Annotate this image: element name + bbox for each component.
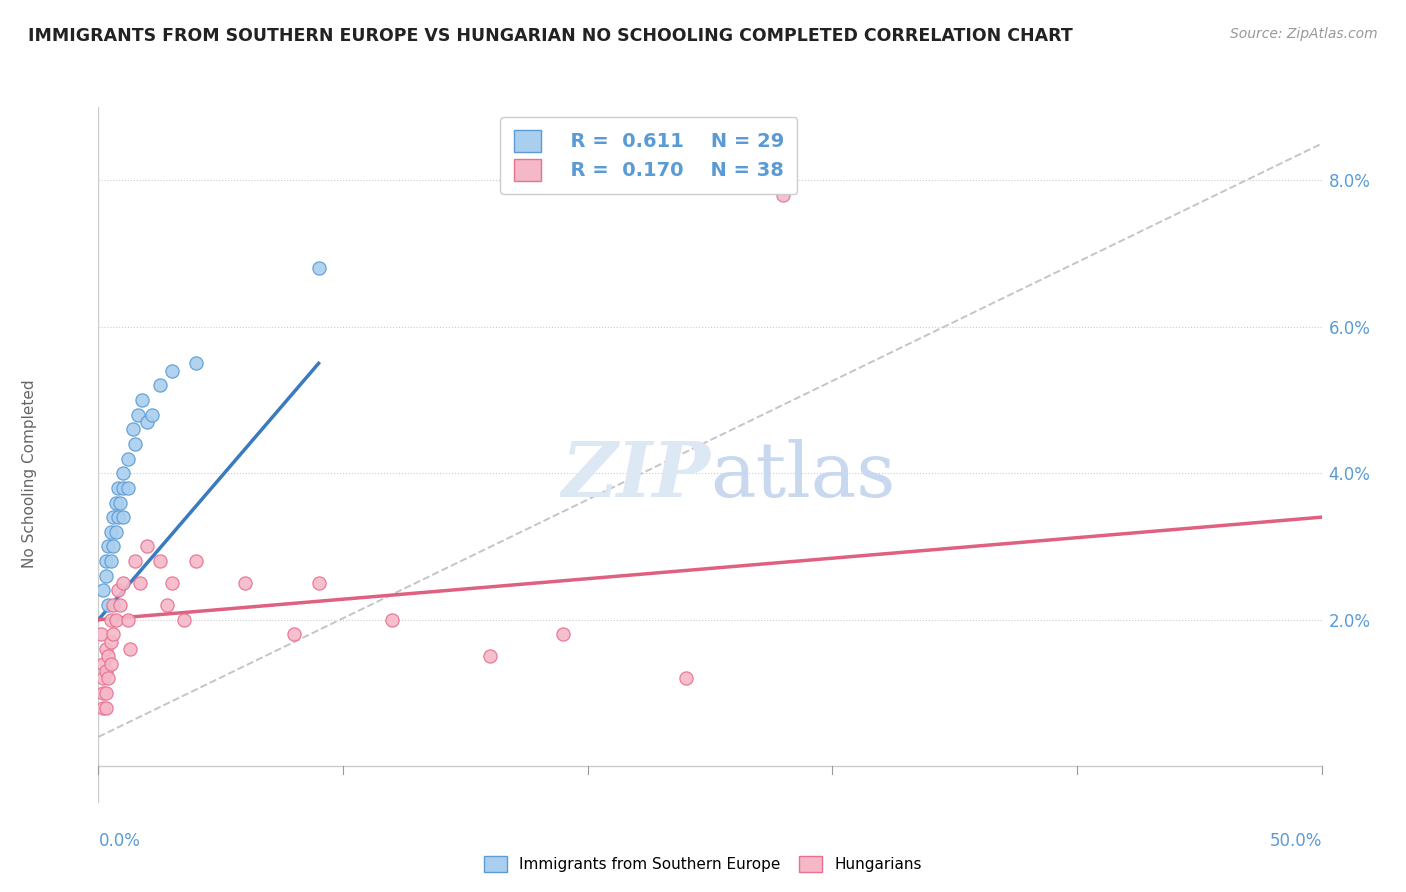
Point <box>553 627 575 641</box>
Point <box>131 392 153 407</box>
Point <box>101 510 124 524</box>
Point <box>94 686 117 700</box>
Point <box>233 576 256 591</box>
Point <box>117 481 139 495</box>
Point <box>107 510 129 524</box>
Point <box>111 576 134 591</box>
Point <box>136 415 159 429</box>
Point <box>149 378 172 392</box>
Point <box>91 671 114 685</box>
Point <box>94 642 117 657</box>
Point <box>94 554 117 568</box>
Point <box>101 540 124 554</box>
Point <box>381 613 404 627</box>
Point <box>149 554 172 568</box>
Point <box>100 524 122 539</box>
Point <box>94 664 117 678</box>
Text: No Schooling Completed: No Schooling Completed <box>22 379 38 567</box>
Point <box>160 576 183 591</box>
Point <box>117 613 139 627</box>
Point <box>97 540 120 554</box>
Point <box>121 422 143 436</box>
Point <box>91 583 114 598</box>
Text: 0.0%: 0.0% <box>98 832 141 850</box>
Point <box>173 613 195 627</box>
Point <box>675 671 697 685</box>
Point <box>186 356 208 370</box>
Point <box>156 598 179 612</box>
Point <box>100 554 122 568</box>
Point <box>100 634 122 648</box>
Point <box>97 671 120 685</box>
Point <box>308 261 330 276</box>
Point <box>104 524 127 539</box>
Legend:   R =  0.611    N = 29,   R =  0.170    N = 38: R = 0.611 N = 29, R = 0.170 N = 38 <box>501 117 797 194</box>
Point <box>101 627 124 641</box>
Text: IMMIGRANTS FROM SOUTHERN EUROPE VS HUNGARIAN NO SCHOOLING COMPLETED CORRELATION : IMMIGRANTS FROM SOUTHERN EUROPE VS HUNGA… <box>28 27 1073 45</box>
Point <box>97 598 120 612</box>
Point <box>107 583 129 598</box>
Text: ZIP: ZIP <box>561 439 710 513</box>
Point <box>478 649 501 664</box>
Point <box>308 576 330 591</box>
Point <box>91 700 114 714</box>
Point <box>129 576 152 591</box>
Point <box>111 481 134 495</box>
Point <box>110 598 132 612</box>
Point <box>124 437 146 451</box>
Text: 50.0%: 50.0% <box>1270 832 1322 850</box>
Point <box>160 364 183 378</box>
Point <box>120 642 142 657</box>
Point <box>104 495 127 509</box>
Text: Source: ZipAtlas.com: Source: ZipAtlas.com <box>1230 27 1378 41</box>
Point <box>141 408 163 422</box>
Point <box>107 481 129 495</box>
Point <box>283 627 305 641</box>
Point <box>91 686 114 700</box>
Point <box>97 649 120 664</box>
Point <box>772 188 794 202</box>
Point <box>101 598 124 612</box>
Point <box>111 467 134 481</box>
Point <box>111 510 134 524</box>
Legend: Immigrants from Southern Europe, Hungarians: Immigrants from Southern Europe, Hungari… <box>477 848 929 880</box>
Point <box>100 613 122 627</box>
Text: atlas: atlas <box>710 439 896 513</box>
Point <box>91 657 114 671</box>
Point <box>100 657 122 671</box>
Point <box>117 451 139 466</box>
Point <box>124 554 146 568</box>
Point <box>127 408 149 422</box>
Point <box>104 613 127 627</box>
Point <box>110 495 132 509</box>
Point <box>186 554 208 568</box>
Point <box>136 540 159 554</box>
Point <box>94 568 117 582</box>
Point <box>90 627 112 641</box>
Point <box>94 700 117 714</box>
